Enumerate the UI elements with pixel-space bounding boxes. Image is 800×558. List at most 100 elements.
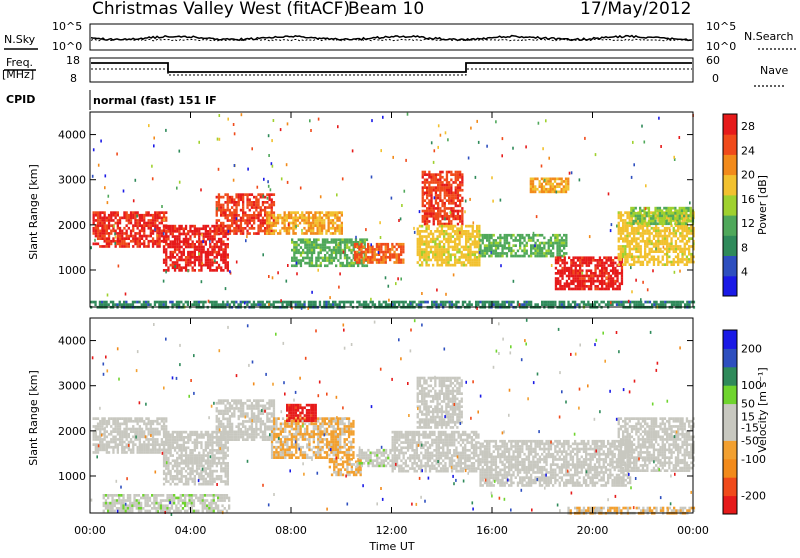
echo-cell <box>154 449 156 452</box>
echo-cell <box>430 194 432 197</box>
echo-cell <box>464 301 466 304</box>
echo-cell <box>439 264 441 267</box>
echo-cell <box>367 251 369 254</box>
echo-cell <box>626 232 628 235</box>
echo-cell <box>95 446 97 449</box>
echo-cell <box>101 441 103 444</box>
echo-cell <box>439 186 441 189</box>
echo-cell <box>430 202 432 205</box>
noise-point <box>464 210 466 213</box>
echo-cell <box>238 198 240 201</box>
echo-cell <box>681 209 683 212</box>
echo-cell <box>422 189 424 192</box>
echo-cell <box>292 222 294 225</box>
echo-cell <box>510 250 512 253</box>
echo-cell <box>430 240 432 243</box>
echo-cell <box>290 217 292 220</box>
echo-cell <box>268 193 270 196</box>
echo-cell <box>564 282 566 285</box>
echo-cell <box>108 214 110 217</box>
echo-cell <box>586 269 588 272</box>
echo-cell <box>567 180 569 183</box>
echo-cell <box>156 211 158 214</box>
echo-cell <box>504 301 506 304</box>
echo-cell <box>450 173 452 176</box>
echo-cell <box>530 301 532 304</box>
echo-cell <box>159 237 161 240</box>
echo-cell <box>519 239 521 242</box>
echo-cell <box>559 250 561 253</box>
echo-cell <box>450 194 452 197</box>
echo-cell <box>251 214 253 217</box>
noise-point <box>94 239 96 242</box>
echo-cell <box>172 454 174 457</box>
echo-cell <box>445 230 447 233</box>
echo-cell <box>132 443 134 446</box>
echo-cell <box>288 303 290 306</box>
echo-cell <box>378 261 380 264</box>
echo-cell <box>117 211 119 214</box>
echo-cell <box>165 420 167 423</box>
echo-cell <box>121 245 123 248</box>
echo-cell <box>315 264 317 267</box>
noise-point <box>676 221 678 224</box>
echo-cell <box>266 193 268 196</box>
echo-cell <box>123 433 125 436</box>
echo-cell <box>320 244 322 247</box>
echo-cell <box>424 212 426 215</box>
echo-cell <box>579 282 581 285</box>
echo-cell <box>563 242 565 245</box>
echo-cell <box>564 269 566 272</box>
echo-cell <box>253 222 255 225</box>
echo-cell <box>134 222 136 225</box>
echo-cell <box>465 240 467 243</box>
echo-cell <box>132 425 134 428</box>
echo-cell <box>332 303 334 306</box>
echo-cell <box>154 224 156 227</box>
echo-cell <box>421 264 423 267</box>
echo-cell <box>686 301 688 304</box>
echo-cell <box>452 173 454 176</box>
echo-cell <box>458 240 460 243</box>
echo-cell <box>594 275 596 278</box>
noise-point <box>107 201 109 204</box>
echo-cell <box>181 225 183 228</box>
echo-cell <box>150 443 152 446</box>
echo-cell <box>170 253 172 256</box>
echo-cell <box>635 240 637 243</box>
echo-cell <box>167 243 169 246</box>
echo-cell <box>104 417 106 420</box>
echo-cell <box>335 251 337 254</box>
echo-cell <box>161 441 163 444</box>
echo-cell <box>376 261 378 264</box>
noise-point <box>610 301 612 304</box>
echo-cell <box>567 303 569 306</box>
echo-cell <box>110 446 112 449</box>
echo-cell <box>519 244 521 247</box>
echo-cell <box>474 261 476 264</box>
echo-cell <box>224 211 226 214</box>
echo-cell <box>396 256 398 259</box>
echo-cell <box>675 256 677 259</box>
echo-cell <box>167 238 169 241</box>
echo-cell <box>446 186 448 189</box>
noise-point <box>444 217 446 220</box>
echo-cell <box>333 259 335 262</box>
echo-cell <box>159 240 161 243</box>
echo-cell <box>679 217 681 220</box>
echo-cell <box>431 301 433 304</box>
noise-point <box>163 232 165 235</box>
echo-cell <box>205 235 207 238</box>
echo-cell <box>372 301 374 304</box>
echo-cell <box>428 215 430 218</box>
echo-cell <box>348 264 350 267</box>
noise-point <box>392 156 394 159</box>
echo-cell <box>235 204 237 207</box>
echo-cell <box>567 301 569 304</box>
echo-cell <box>676 215 678 218</box>
echo-cell <box>360 256 362 259</box>
echo-cell <box>176 227 178 230</box>
echo-cell <box>225 266 227 269</box>
echo-cell <box>640 245 642 248</box>
